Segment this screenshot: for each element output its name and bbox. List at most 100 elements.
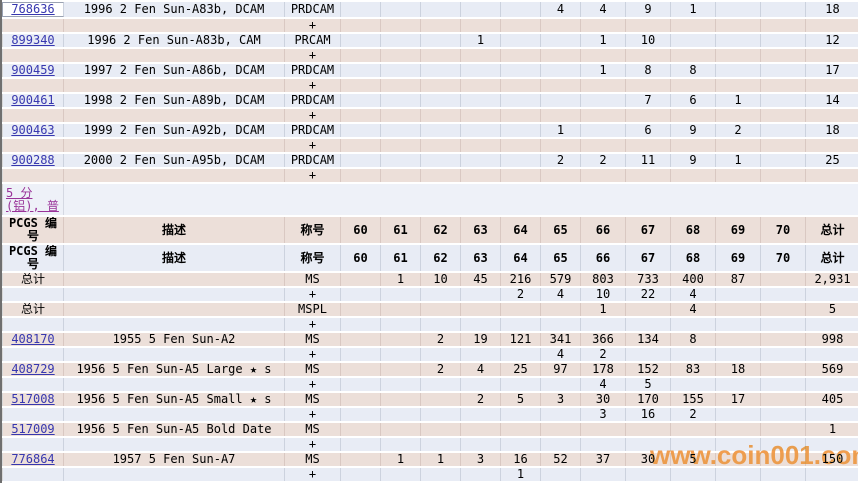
plus-grade-68-count-cell: 2	[671, 408, 716, 421]
pcgs-number-cell-empty	[2, 109, 64, 122]
grade-60-count-cell	[341, 453, 381, 466]
header-grade-65: 65	[541, 245, 581, 271]
header-grade-68: 68	[671, 217, 716, 243]
grade-67-count-cell	[626, 423, 671, 436]
pcgs-number-link[interactable]: 900459	[11, 64, 55, 77]
grade-63-count-cell	[461, 64, 501, 77]
header-description: 描述	[64, 217, 285, 243]
pcgs-number-cell: 900463	[2, 124, 64, 137]
grade-70-count-cell	[761, 64, 806, 77]
totals-grade-66-cell: 1	[581, 303, 626, 316]
plus-grade-69-count-cell	[716, 408, 761, 421]
plus-grade-61-count-cell	[381, 139, 421, 152]
pcgs-number-cell-empty	[2, 348, 64, 361]
header-grade-60: 60	[341, 217, 381, 243]
coin-description-cell: 1956 5 Fen Sun-A5 Small ★ s	[64, 393, 285, 406]
plus-designation-cell: +	[285, 19, 341, 32]
totals-description-cell	[64, 273, 285, 286]
designation-cell: PRDCAM	[285, 124, 341, 137]
plus-grade-63-count-cell	[461, 169, 501, 182]
coin-description-cell-empty	[64, 408, 285, 421]
pcgs-number-link[interactable]: 517009	[11, 423, 55, 436]
grade-61-count-cell	[381, 64, 421, 77]
plus-grade-66-count-cell	[581, 169, 626, 182]
designation-cell: PRCAM	[285, 34, 341, 47]
grade-61-count-cell: 1	[381, 453, 421, 466]
coin-description-cell-empty	[64, 438, 285, 451]
grade-69-count-cell	[716, 64, 761, 77]
plus-grade-67-count-cell	[626, 468, 671, 481]
grade-61-count-cell	[381, 154, 421, 167]
grade-66-count-cell: 37	[581, 453, 626, 466]
totals-plus-grade-61-cell	[381, 288, 421, 301]
grade-69-count-cell	[716, 453, 761, 466]
grade-67-count-cell: 6	[626, 124, 671, 137]
pcgs-number-link[interactable]: 900463	[11, 124, 55, 137]
grade-61-count-cell	[381, 393, 421, 406]
grade-61-count-cell	[381, 363, 421, 376]
header-grade-66: 66	[581, 217, 626, 243]
coin-description-cell: 1956 5 Fen Sun-A5 Bold Date	[64, 423, 285, 436]
totals-plus-grade-64-cell: 2	[501, 288, 541, 301]
plus-grade-69-count-cell	[716, 109, 761, 122]
coin-description-cell-empty	[64, 468, 285, 481]
grade-67-count-cell: 170	[626, 393, 671, 406]
designation-cell: PRDCAM	[285, 154, 341, 167]
total-count-cell: 25	[806, 154, 858, 167]
grade-70-count-cell	[761, 453, 806, 466]
grade-70-count-cell	[761, 94, 806, 107]
total-count-cell: 17	[806, 64, 858, 77]
pcgs-number-link[interactable]: 776864	[11, 453, 55, 466]
section-link-5-fen-aluminum[interactable]: 5 分 (铝), 普	[3, 186, 59, 213]
plus-grade-64-count-cell: 1	[501, 468, 541, 481]
grade-62-count-cell: 1	[421, 453, 461, 466]
header-pcgs-number: PCGS 编号	[2, 217, 64, 243]
plus-grade-67-count-cell	[626, 109, 671, 122]
pcgs-number-cell: 776864	[2, 453, 64, 466]
grade-69-count-cell: 17	[716, 393, 761, 406]
pcgs-number-link[interactable]: 408729	[11, 363, 55, 376]
grade-62-count-cell: 2	[421, 333, 461, 346]
plus-grade-67-count-cell	[626, 19, 671, 32]
plus-grade-60-count-cell	[341, 169, 381, 182]
designation-cell: MS	[285, 423, 341, 436]
header-grade-70: 70	[761, 245, 806, 271]
pcgs-number-link[interactable]: 900288	[11, 154, 55, 167]
coin-description-cell: 1957 5 Fen Sun-A7	[64, 453, 285, 466]
plus-grade-60-count-cell	[341, 109, 381, 122]
pcgs-number-link[interactable]: 517008	[11, 393, 55, 406]
header-grade-69: 69	[716, 245, 761, 271]
totals-description-cell-empty	[64, 318, 285, 331]
grade-62-count-cell	[421, 34, 461, 47]
plus-grade-69-count-cell	[716, 79, 761, 92]
pcgs-number-link[interactable]: 899340	[11, 34, 55, 47]
plus-grade-62-count-cell	[421, 109, 461, 122]
grade-70-count-cell	[761, 34, 806, 47]
grade-60-count-cell	[341, 2, 381, 17]
plus-grade-69-count-cell	[716, 348, 761, 361]
totals-grade-70-cell	[761, 303, 806, 316]
section-link-row-spacer	[64, 184, 858, 215]
grade-64-count-cell	[501, 423, 541, 436]
grade-68-count-cell: 9	[671, 154, 716, 167]
totals-plus-grade-70-cell	[761, 288, 806, 301]
grade-67-count-cell: 10	[626, 34, 671, 47]
plus-grade-68-count-cell	[671, 348, 716, 361]
plus-grade-69-count-cell	[716, 468, 761, 481]
pcgs-number-link[interactable]: 768636	[11, 2, 55, 16]
totals-plus-grade-62-cell	[421, 318, 461, 331]
plus-designation-cell: +	[285, 169, 341, 182]
plus-grade-65-count-cell	[541, 139, 581, 152]
plus-grade-70-count-cell	[761, 19, 806, 32]
header-grade-62: 62	[421, 245, 461, 271]
grade-66-count-cell: 30	[581, 393, 626, 406]
grade-67-count-cell: 152	[626, 363, 671, 376]
header-grade-69: 69	[716, 217, 761, 243]
plus-grade-69-count-cell	[716, 19, 761, 32]
plus-grade-70-count-cell	[761, 378, 806, 391]
plus-grade-68-count-cell	[671, 438, 716, 451]
total-count-cell: 12	[806, 34, 858, 47]
pcgs-number-link[interactable]: 900461	[11, 94, 55, 107]
grade-65-count-cell	[541, 94, 581, 107]
pcgs-number-link[interactable]: 408170	[11, 333, 55, 346]
